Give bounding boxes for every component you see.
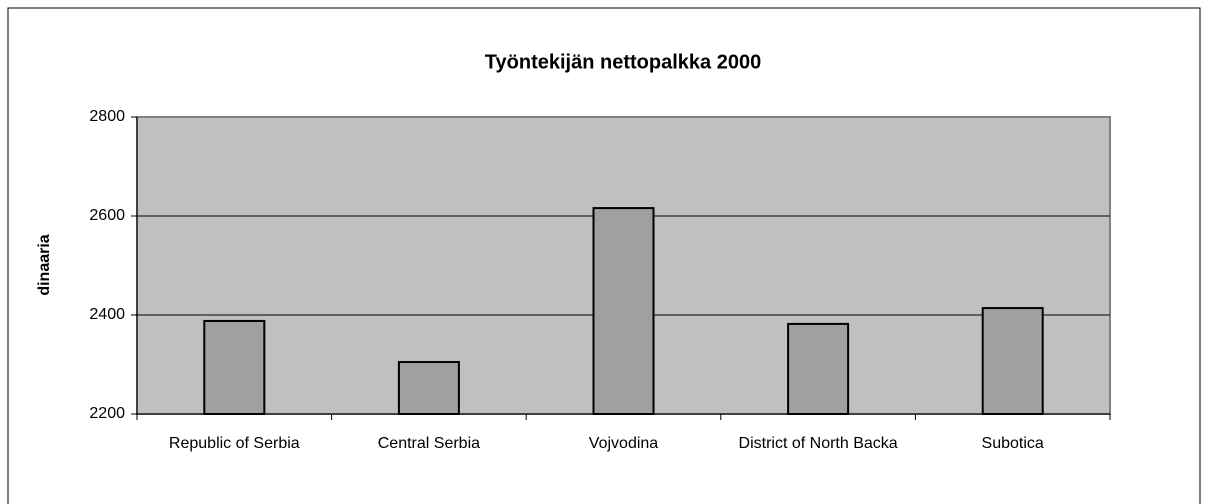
y-tick-label: 2400: [89, 306, 125, 323]
chart-title: Työntekijän nettopalkka 2000: [485, 51, 761, 73]
bar: [397, 361, 460, 415]
x-tick-label: Republic of Serbia: [168, 435, 300, 452]
y-tick-label: 2600: [89, 207, 125, 224]
bar: [203, 319, 266, 415]
bar: [787, 322, 850, 415]
y-tick-label: 2200: [89, 405, 125, 422]
x-tick-label: Subotica: [981, 435, 1044, 452]
x-tick-label: District of North Backa: [738, 435, 898, 452]
bar: [592, 207, 655, 415]
y-tick-label: 2800: [89, 108, 125, 125]
y-axis-title: dinaaria: [36, 234, 53, 295]
x-tick-label: Vojvodina: [588, 435, 659, 452]
bar: [981, 307, 1044, 416]
x-tick-label: Central Serbia: [377, 435, 481, 452]
